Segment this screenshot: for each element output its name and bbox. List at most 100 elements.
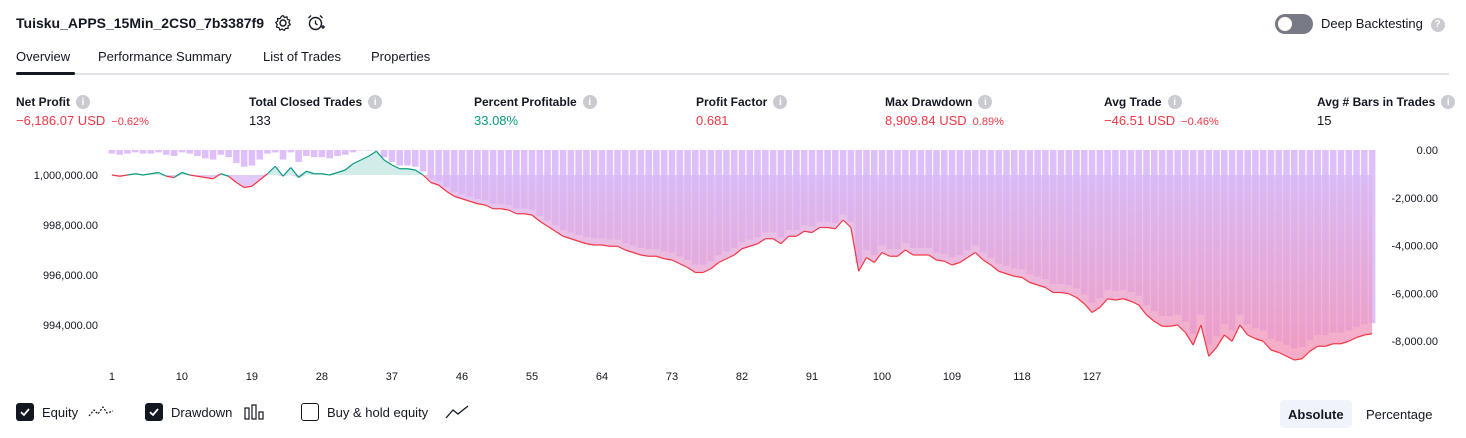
equity-line-segment	[1255, 338, 1264, 342]
x-axis-tick-label: 127	[1083, 371, 1101, 383]
drawdown-bar	[419, 150, 427, 172]
left-axis-tick-label: 996,000.00	[43, 270, 98, 282]
x-axis-tick-label: 46	[456, 371, 468, 383]
add-alert-icon[interactable]	[306, 13, 326, 33]
drawdown-bar	[256, 150, 263, 160]
drawdown-bar	[334, 150, 341, 156]
x-axis-tick-label: 19	[246, 371, 258, 383]
equity-line-segment	[671, 259, 681, 265]
equity-line-segment	[469, 200, 478, 205]
drawdown-bar	[443, 150, 450, 188]
drawdown-bar	[365, 150, 372, 151]
equity-line-segment	[274, 165, 284, 177]
help-icon[interactable]: i	[1441, 95, 1456, 109]
drawdown-checkbox[interactable]	[145, 403, 163, 421]
equity-line-segment	[477, 203, 486, 206]
tab-list-of-trades[interactable]: List of Trades	[263, 49, 342, 64]
equity-line-segment	[344, 163, 354, 171]
buy-hold-legend-label[interactable]: Buy & hold equity	[327, 405, 429, 420]
equity-line-segment	[329, 171, 338, 176]
equity-line-segment	[664, 258, 673, 261]
metric-avg-bars-label: Avg # Bars in Trades i	[1317, 95, 1456, 109]
percentage-scale-button[interactable]: Percentage	[1366, 406, 1433, 422]
equity-line-segment	[1153, 320, 1163, 327]
metric-avg-bars-value: 15	[1317, 113, 1332, 128]
drawdown-bar	[170, 150, 178, 156]
equity-line-segment	[834, 219, 844, 230]
equity-line-segment	[842, 219, 852, 228]
equity-line-segment	[1192, 324, 1202, 346]
equity-line-segment	[368, 150, 377, 157]
absolute-scale-button[interactable]: Absolute	[1280, 400, 1352, 428]
deep-backtesting-toggle[interactable]	[1275, 14, 1313, 34]
equity-line-segment	[1107, 298, 1116, 301]
tab-performance-summary[interactable]: Performance Summary	[98, 49, 232, 64]
drawdown-bar	[396, 150, 404, 166]
help-icon[interactable]: ?	[1430, 17, 1445, 32]
equity-line-segment	[1029, 281, 1038, 286]
equity-legend-label[interactable]: Equity	[42, 405, 79, 420]
equity-line-segment	[391, 164, 400, 170]
equity-line-segment	[998, 270, 1007, 275]
equity-line-segment	[1037, 284, 1046, 289]
metric-profit-factor-label: Profit Factor i	[696, 95, 788, 109]
equity-line-segment	[640, 254, 649, 257]
equity-line-segment	[244, 185, 253, 189]
equity-line-segment	[1364, 333, 1373, 336]
strategy-title: Tuisku_APPS_15Min_2CS0_7b3387f9	[16, 15, 264, 31]
left-axis-tick-label: 998,000.00	[43, 220, 98, 232]
equity-line-segment	[290, 167, 300, 178]
equity-line-segment	[617, 245, 626, 251]
drawdown-bar	[318, 150, 326, 158]
equity-line-segment	[197, 175, 206, 179]
help-icon[interactable]: i	[773, 95, 788, 109]
drawdown-bar	[139, 150, 147, 154]
equity-line-segment	[485, 204, 494, 210]
settings-gear-icon[interactable]	[273, 13, 293, 33]
equity-line-segment	[189, 174, 198, 177]
drawdown-bar	[131, 150, 139, 153]
equity-line-segment	[1006, 273, 1015, 277]
left-axis-tick-label: 994,000.00	[43, 320, 98, 332]
tabs-divider	[16, 73, 1449, 75]
equity-line-segment	[251, 179, 261, 187]
drawdown-bar	[341, 150, 349, 155]
equity-line-segment	[554, 230, 564, 237]
drawdown-legend-label[interactable]: Drawdown	[171, 405, 233, 420]
x-axis-tick-label: 1	[109, 371, 115, 383]
equity-line-segment	[1231, 324, 1241, 342]
equity-drawdown-chart[interactable]: 1,000,000.00 998,000.00 996,000.00 994,000.…	[0, 140, 1466, 395]
tab-properties[interactable]: Properties	[371, 49, 431, 64]
help-icon[interactable]: i	[76, 95, 90, 109]
equity-line-segment	[990, 264, 1000, 272]
equity-line-segment	[321, 173, 330, 176]
equity-line-segment	[524, 213, 533, 216]
equity-gain-area	[111, 151, 1373, 175]
buy-hold-checkbox[interactable]	[301, 403, 319, 421]
equity-line-segment	[749, 243, 758, 247]
tab-overview[interactable]: Overview	[16, 49, 71, 64]
x-axis-tick-label: 37	[386, 371, 398, 383]
equity-line-segment	[438, 184, 447, 192]
drawdown-bar	[194, 150, 201, 156]
equity-line-segment	[967, 251, 976, 259]
drawdown-bar	[310, 150, 318, 158]
equity-checkbox[interactable]	[16, 403, 34, 421]
help-icon[interactable]: i	[368, 95, 383, 109]
equity-line-segment	[1083, 303, 1093, 313]
drawdown-bar	[225, 150, 232, 158]
equity-line-segment	[1325, 343, 1334, 347]
equity-line-segment	[772, 238, 782, 245]
equity-line-segment	[928, 254, 937, 261]
equity-line-segment	[1076, 297, 1085, 305]
help-icon[interactable]: i	[1167, 95, 1182, 109]
equity-line-segment	[796, 230, 805, 237]
x-axis-tick-label: 64	[596, 371, 608, 383]
help-icon[interactable]: i	[978, 95, 993, 109]
equity-line-segment	[1184, 332, 1194, 346]
equity-line-segment	[1091, 306, 1101, 314]
equity-line-segment	[827, 226, 836, 230]
equity-line-segment	[135, 173, 144, 176]
equity-line-segment	[259, 173, 268, 181]
help-icon[interactable]: i	[582, 95, 597, 109]
